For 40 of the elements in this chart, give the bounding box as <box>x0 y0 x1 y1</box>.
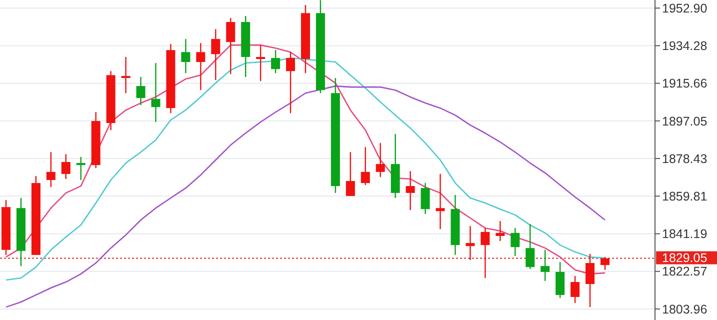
y-tick-label: 1878.43 <box>662 152 708 166</box>
candlestick <box>570 275 580 304</box>
candlestick <box>181 38 190 74</box>
candlestick <box>466 225 475 261</box>
candlestick <box>480 227 490 279</box>
y-tick-label: 1897.05 <box>662 114 708 128</box>
candlestick <box>151 62 160 123</box>
y-tick-label: 1934.28 <box>662 39 708 54</box>
candlestick <box>360 146 370 186</box>
candlestick <box>76 156 86 181</box>
y-tick-label: 1803.96 <box>662 302 708 316</box>
y-tick-label: 1859.81 <box>662 190 708 204</box>
candlestick <box>526 223 535 270</box>
candlestick <box>496 220 505 242</box>
candlestick <box>376 142 385 178</box>
candlestick <box>286 52 296 114</box>
candlestick <box>420 182 430 215</box>
candlestick <box>271 50 280 74</box>
candlestick <box>586 253 595 308</box>
y-tick-label: 1915.66 <box>662 76 708 91</box>
y-tick-label: 1822.57 <box>662 264 708 279</box>
candlestick <box>46 152 56 188</box>
candlestick <box>211 28 220 81</box>
candlestick <box>406 170 415 211</box>
ref-line-label: 1829.05 <box>662 251 708 266</box>
candlestick <box>510 227 520 257</box>
candlestick <box>346 152 355 197</box>
candlestick <box>540 249 550 282</box>
candlestick <box>600 256 610 270</box>
line-series <box>5 85 606 308</box>
candlestick <box>556 261 565 299</box>
candlestick <box>196 42 206 91</box>
y-tick-label: 1841.19 <box>662 227 708 242</box>
candlestick <box>136 76 146 106</box>
candlestick <box>256 44 266 82</box>
y-tick-label: 1952.90 <box>662 1 708 16</box>
candlestick <box>121 56 130 94</box>
candlestick <box>436 173 445 230</box>
candlestick <box>61 154 70 180</box>
candlestick <box>226 17 236 75</box>
